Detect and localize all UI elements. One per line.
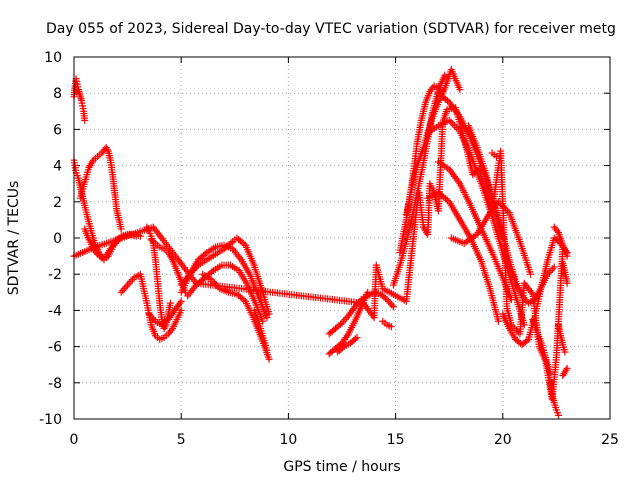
data-point — [81, 116, 89, 124]
axis-tick-labels: 0 5 10 15 20 25 -10 -8 -6 -4 -2 0 2 4 6 8 10 — [39, 50, 619, 448]
data-point — [520, 321, 528, 329]
y-tick-label: 4 — [53, 159, 62, 175]
data-point — [336, 320, 344, 328]
data-point — [563, 279, 571, 287]
data-point — [265, 355, 273, 363]
data-point — [523, 337, 531, 345]
data-point — [456, 86, 464, 94]
x-tick-label: 20 — [494, 432, 512, 448]
data-point — [563, 364, 571, 372]
data-point — [495, 317, 503, 325]
data-point — [561, 348, 569, 356]
y-tick-label: -6 — [48, 340, 62, 356]
data-point — [177, 297, 185, 305]
data-point — [559, 243, 567, 251]
x-tick-label: 10 — [279, 432, 297, 448]
y-tick-label: 0 — [53, 231, 62, 247]
data-point — [240, 296, 248, 304]
y-tick-label: -8 — [48, 376, 62, 392]
y-tick-label: -4 — [48, 303, 62, 319]
data-point — [550, 263, 558, 271]
data-point — [381, 294, 389, 302]
data-point — [240, 240, 248, 248]
y-tick-label: -2 — [48, 267, 62, 283]
data-point — [166, 299, 174, 307]
x-tick-label: 25 — [601, 432, 619, 448]
data-point — [208, 268, 216, 276]
data-point — [389, 303, 397, 311]
chart-title: Day 055 of 2023, Sidereal Day-to-day VTE… — [46, 21, 616, 37]
data-point — [201, 250, 209, 258]
data-point — [499, 234, 507, 242]
data-point — [555, 411, 563, 419]
data-point — [387, 323, 395, 331]
data-point — [339, 344, 347, 352]
x-axis-label: GPS time / hours — [283, 459, 400, 475]
y-tick-label: -10 — [39, 412, 62, 428]
y-axis-label: SDTVAR / TECUs — [6, 181, 22, 296]
x-tick-label: 0 — [70, 432, 79, 448]
data-points — [70, 66, 571, 419]
data-point — [527, 270, 535, 278]
data-point — [177, 306, 185, 314]
data-point — [265, 310, 273, 318]
data-point — [263, 314, 271, 322]
data-point — [227, 239, 235, 247]
y-tick-label: 8 — [53, 86, 62, 102]
data-point — [263, 346, 271, 354]
x-tick-label: 15 — [387, 432, 405, 448]
data-point — [351, 335, 359, 343]
data-point — [117, 225, 125, 233]
y-tick-label: 10 — [44, 50, 62, 66]
data-point — [441, 71, 449, 79]
data-point — [353, 334, 361, 342]
plot-area-frame — [73, 56, 611, 420]
x-tick-label: 5 — [177, 432, 186, 448]
y-tick-label: 6 — [53, 122, 62, 138]
y-tick-label: 2 — [53, 195, 62, 211]
